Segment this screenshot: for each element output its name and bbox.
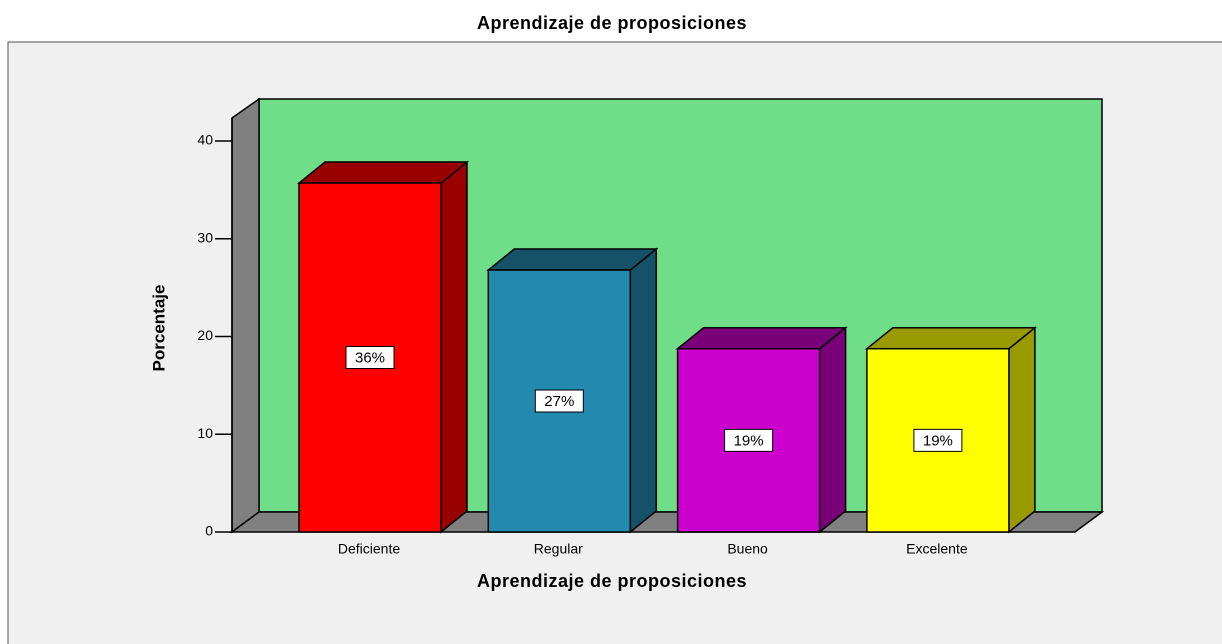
value-label-box [345, 346, 395, 370]
side-wall [231, 97, 260, 534]
bar-side [629, 247, 658, 534]
bar-side [818, 326, 847, 534]
y-tick-label: 0 [205, 523, 213, 539]
bar-top [675, 326, 848, 350]
x-axis-title: Aprendizaje de proposiciones [477, 571, 747, 591]
x-tick-label: Excelente [906, 541, 968, 557]
y-tick-label: 10 [197, 425, 213, 441]
bar-top [296, 161, 470, 184]
value-label: 36% [355, 349, 385, 366]
bar-top [486, 248, 659, 271]
value-label-box [724, 428, 774, 452]
y-tick-label: 40 [197, 132, 213, 148]
x-tick-label: Regular [534, 541, 583, 557]
x-tick-label: Bueno [727, 541, 768, 557]
y-tick-label: 30 [197, 229, 213, 245]
bar [675, 326, 848, 534]
value-label: 19% [734, 432, 764, 449]
bar-side [1008, 326, 1036, 534]
y-tick-label: 20 [197, 327, 213, 343]
x-tick-label: Deficiente [338, 541, 400, 557]
chart-title: Aprendizaje de proposiciones [477, 13, 747, 33]
y-axis-title: Porcentaje [149, 285, 168, 372]
value-label: 27% [544, 393, 574, 410]
bar-side [440, 160, 468, 534]
value-label-box [534, 389, 584, 413]
bar-top [864, 326, 1038, 350]
value-label: 19% [923, 432, 953, 449]
value-label-box [913, 428, 963, 452]
